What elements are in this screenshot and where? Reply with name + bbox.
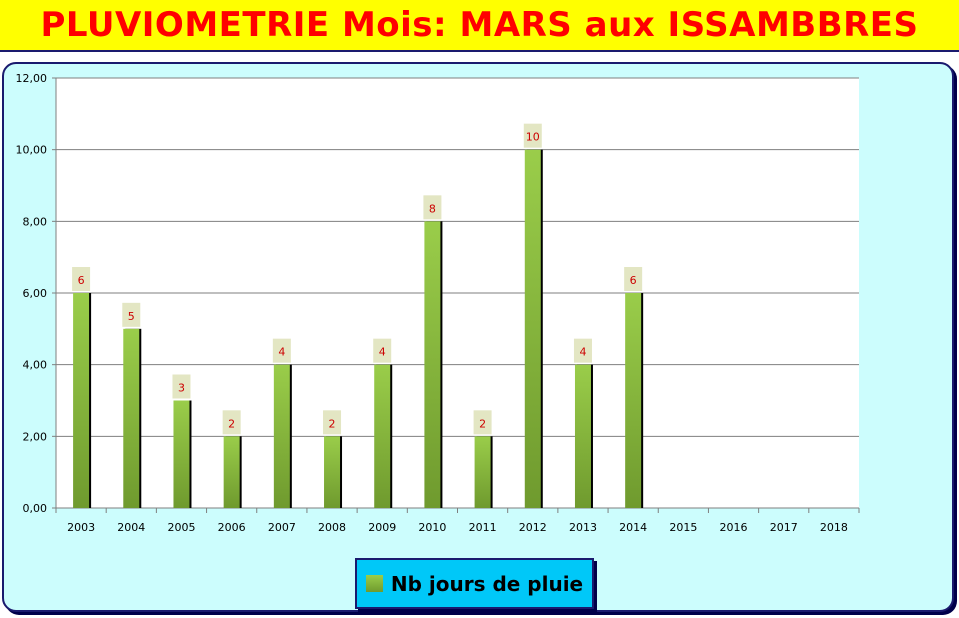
bar	[223, 436, 240, 508]
data-label: 4	[278, 346, 285, 359]
data-label: 10	[526, 131, 540, 144]
x-tick-label: 2015	[669, 521, 697, 534]
data-label: 4	[379, 346, 386, 359]
bar	[73, 293, 90, 508]
data-label-bg	[272, 338, 291, 363]
data-label-bg	[473, 410, 492, 435]
bar	[324, 436, 341, 508]
x-tick-label: 2004	[117, 521, 145, 534]
legend: Nb jours de pluie	[355, 558, 594, 609]
bar	[574, 364, 591, 508]
x-tick-label: 2018	[820, 521, 848, 534]
data-label-bg	[323, 410, 342, 435]
x-tick-label: 2005	[167, 521, 195, 534]
y-axis: 0,00 2,00 4,00 6,00 8,00 10,00 12,00	[16, 72, 57, 515]
data-label: 3	[178, 382, 185, 395]
y-tick-label: 0,00	[23, 502, 48, 515]
bar	[273, 364, 290, 508]
data-label: 6	[78, 274, 85, 287]
bar	[524, 149, 541, 508]
bar	[625, 293, 642, 508]
x-tick-label: 2009	[368, 521, 396, 534]
data-label-bg	[373, 338, 392, 363]
data-label: 2	[479, 417, 486, 430]
data-label: 5	[128, 310, 135, 323]
y-tick-label: 10,00	[16, 144, 48, 157]
x-axis: 2003 2004 2005 2006 2007 2008 2009 2010 2011 2012…	[55, 507, 860, 534]
data-label-bg	[222, 410, 241, 435]
y-tick-label: 4,00	[23, 359, 48, 372]
x-tick-label: 2012	[519, 521, 547, 534]
x-tick-label: 2010	[418, 521, 446, 534]
y-tick-label: 6,00	[23, 287, 48, 300]
page-title: PLUVIOMETRIE Mois: MARS aux ISSAMBBRES	[40, 5, 919, 45]
bar	[424, 221, 441, 509]
x-tick-label: 2017	[770, 521, 798, 534]
y-tick-label: 2,00	[23, 430, 48, 443]
data-label: 6	[630, 274, 637, 287]
legend-label: Nb jours de pluie	[390, 571, 584, 596]
x-tick-label: 2016	[720, 521, 748, 534]
x-tick-label: 2007	[268, 521, 296, 534]
data-label-bg	[523, 123, 542, 148]
bars	[73, 149, 644, 509]
x-tick-label: 2006	[218, 521, 246, 534]
data-labels: 6 5 3 2 4 2 4 8 2 10 4 6	[72, 123, 643, 435]
data-label-bg	[72, 267, 91, 291]
x-tick-label: 2014	[619, 521, 647, 534]
x-tick-label: 2011	[469, 521, 497, 534]
y-tick-label: 12,00	[16, 72, 48, 85]
data-label-bg	[624, 267, 643, 291]
data-label: 8	[429, 202, 436, 215]
legend-swatch	[365, 575, 383, 592]
data-label-bg	[573, 338, 592, 363]
x-tick-label: 2013	[569, 521, 597, 534]
y-tick-label: 8,00	[23, 215, 48, 228]
x-tick-label: 2003	[67, 521, 95, 534]
bar	[123, 328, 140, 508]
bar	[474, 436, 491, 508]
data-label: 2	[329, 417, 336, 430]
title-bar: PLUVIOMETRIE Mois: MARS aux ISSAMBBRES	[0, 0, 959, 52]
bar	[374, 364, 391, 508]
data-label: 4	[579, 346, 586, 359]
bar	[173, 400, 190, 508]
data-label-bg	[172, 374, 191, 399]
data-label-bg	[122, 302, 141, 327]
data-label-bg	[423, 195, 442, 220]
data-label: 2	[228, 417, 235, 430]
x-tick-label: 2008	[318, 521, 346, 534]
